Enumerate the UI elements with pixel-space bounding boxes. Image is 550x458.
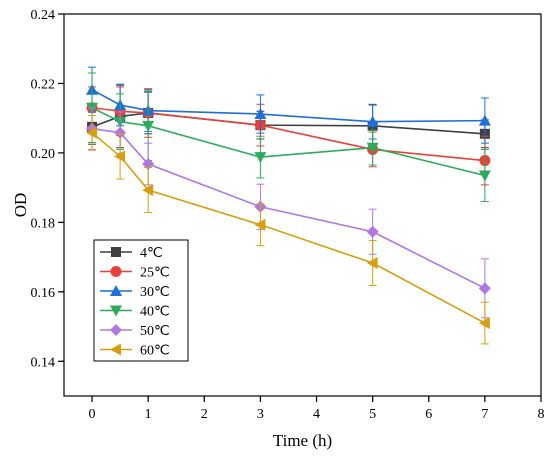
x-tick-label: 3 <box>257 407 264 422</box>
x-tick-label: 5 <box>369 407 376 422</box>
legend-marker <box>110 285 122 296</box>
data-point <box>478 317 490 330</box>
legend-label: 40℃ <box>140 305 170 320</box>
y-tick-label: 0.20 <box>31 147 56 162</box>
x-tick-label: 2 <box>201 407 208 422</box>
series-6 <box>86 114 490 345</box>
y-tick-label: 0.16 <box>31 286 56 301</box>
x-tick-label: 6 <box>425 407 432 422</box>
legend-label: 30℃ <box>140 285 170 300</box>
x-tick-label: 1 <box>145 407 152 422</box>
legend-item: 40℃ <box>100 305 170 320</box>
legend-item: 50℃ <box>100 324 170 339</box>
legend-label: 60℃ <box>140 344 170 359</box>
plot-frame <box>63 13 542 397</box>
legend-marker <box>110 343 121 356</box>
series-line <box>91 132 486 324</box>
data-point <box>366 225 379 238</box>
data-point <box>478 114 491 126</box>
data-point <box>366 256 378 269</box>
x-tick-label: 7 <box>481 407 488 422</box>
series-layer <box>86 66 491 345</box>
data-point <box>366 115 379 127</box>
data-point <box>254 108 267 120</box>
legend-label: 4℃ <box>140 246 163 261</box>
data-point <box>114 150 126 163</box>
axes: 0 1 2 3 4 5 6 7 8 0.14 0.16 0.18 0.20 0.22 0.24 <box>31 8 545 422</box>
data-point <box>86 126 98 139</box>
x-tick-label: 8 <box>538 407 545 422</box>
data-point <box>114 126 127 139</box>
series-4 <box>86 72 491 203</box>
data-point <box>478 282 491 295</box>
x-tick-label: 4 <box>313 407 320 422</box>
legend-marker <box>111 247 121 257</box>
data-point <box>254 218 266 231</box>
data-point <box>254 152 267 164</box>
legend-item: 30℃ <box>100 285 170 300</box>
data-point <box>142 120 155 132</box>
y-tick-label: 0.14 <box>31 355 56 370</box>
series-line <box>91 89 485 123</box>
x-axis-title: Time (h) <box>273 431 332 450</box>
legend-label: 25℃ <box>140 266 170 281</box>
data-point <box>478 170 491 182</box>
data-point <box>366 142 379 154</box>
y-tick-label: 0.22 <box>31 77 56 92</box>
legend-marker <box>110 305 122 317</box>
x-tick-label: 0 <box>89 407 96 422</box>
legend-marker <box>110 324 122 336</box>
legend-marker <box>110 266 122 277</box>
legend-box <box>93 239 189 362</box>
legend: 4℃ 25℃ 30℃ 40℃ 50℃ 60℃ <box>93 239 189 362</box>
legend-item: 4℃ <box>100 246 163 261</box>
y-tick-label: 0.24 <box>31 8 56 23</box>
legend-item: 25℃ <box>100 266 170 281</box>
series-line <box>91 107 486 177</box>
legend-label: 50℃ <box>140 324 170 339</box>
legend-item: 60℃ <box>100 343 170 359</box>
data-point <box>142 184 154 197</box>
y-tick-label: 0.18 <box>31 216 56 231</box>
y-axis-title: OD <box>11 193 30 218</box>
